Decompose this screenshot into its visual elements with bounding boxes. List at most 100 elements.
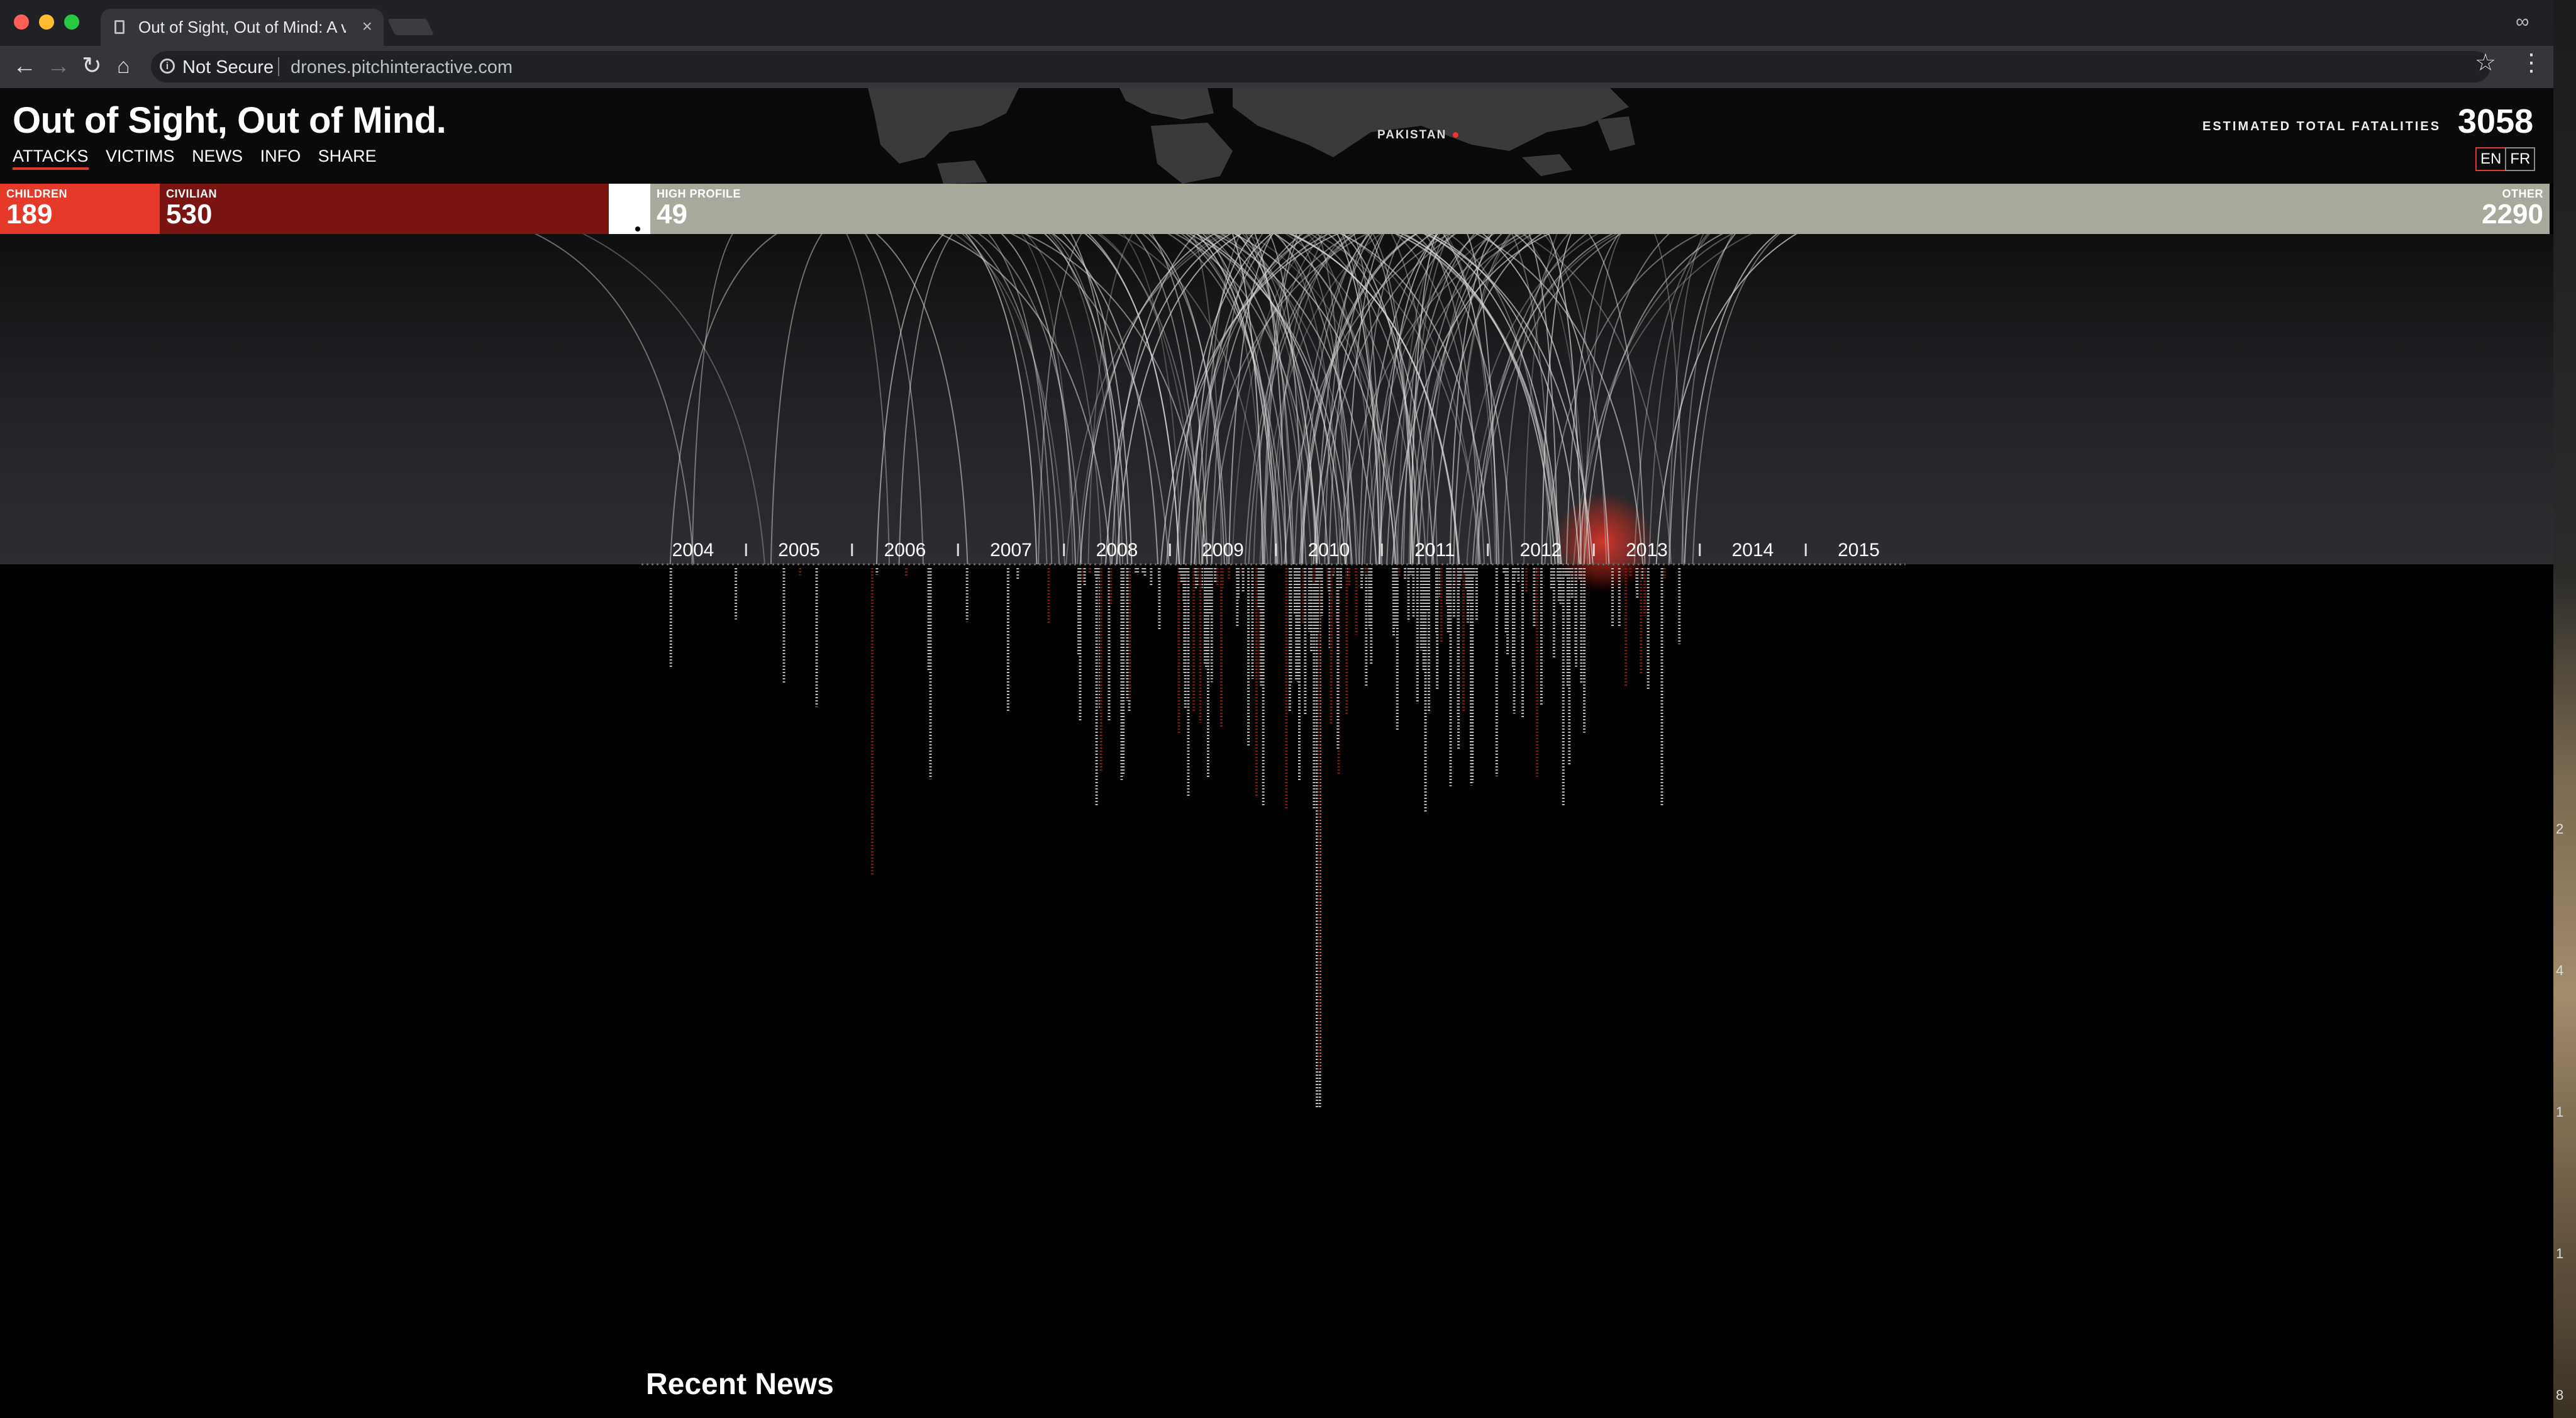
category-divider	[609, 184, 650, 234]
attack-arc	[1523, 234, 1589, 565]
close-window-button[interactable]	[14, 14, 29, 30]
attack-arc	[1294, 234, 1352, 565]
attack-arc	[1541, 234, 1572, 565]
maximize-window-button[interactable]	[64, 14, 79, 30]
attack-arc	[1408, 234, 1451, 565]
year-label[interactable]: 2005	[778, 540, 820, 561]
attack-arc	[1097, 234, 1204, 565]
nav-news[interactable]: NEWS	[192, 147, 243, 165]
attack-arc	[1456, 234, 1599, 565]
language-fr-button[interactable]: FR	[2505, 147, 2536, 171]
attack-arc	[1025, 234, 1102, 565]
attack-arc	[1453, 234, 1511, 565]
year-label[interactable]: 2015	[1838, 540, 1880, 561]
year-label[interactable]: 2010	[1308, 540, 1350, 561]
category-civilian[interactable]: CIVILIAN 530	[160, 184, 609, 234]
new-tab-button[interactable]	[387, 19, 435, 35]
attack-arc	[1241, 234, 1317, 565]
attack-arc	[875, 234, 945, 565]
year-label[interactable]: 2013	[1626, 540, 1668, 561]
bookmark-star-icon[interactable]: ☆	[2475, 50, 2497, 76]
attack-arc	[1588, 234, 1646, 565]
attack-arc	[1412, 234, 1519, 565]
attack-arc	[1221, 234, 1317, 565]
attack-arc	[1369, 234, 1455, 565]
attack-arc	[1328, 234, 1383, 565]
attack-arc	[1426, 234, 1562, 565]
nav-share[interactable]: SHARE	[318, 147, 377, 165]
nav-victims[interactable]: VICTIMS	[106, 147, 175, 165]
attack-arc	[1044, 234, 1128, 565]
language-en-button[interactable]: EN	[2475, 147, 2507, 171]
attack-arc	[1099, 234, 1197, 565]
reload-icon[interactable]: ↻	[82, 53, 102, 79]
year-label[interactable]: 2007	[990, 540, 1032, 561]
attack-arc	[1410, 234, 1494, 565]
attack-arc	[1202, 234, 1241, 565]
page-title[interactable]: Out of Sight, Out of Mind.	[13, 100, 447, 141]
attack-arc	[1274, 234, 1357, 565]
attack-arc	[1414, 234, 1513, 565]
back-arrow-icon[interactable]: ←	[13, 53, 36, 79]
fatality-columns	[669, 568, 1681, 1108]
attack-arc	[1183, 234, 1310, 565]
attack-arc	[1386, 234, 1479, 565]
year-labels: 2004 2005 2006 2007 2008 2009 2010 2011 …	[672, 540, 1880, 561]
forward-arrow-icon[interactable]: →	[47, 53, 70, 79]
attack-arc	[1668, 234, 1736, 565]
attack-arc	[1543, 234, 1607, 565]
attack-arc	[1175, 234, 1272, 565]
category-high-profile[interactable]: HIGH PROFILE 49	[650, 184, 1657, 234]
url-text[interactable]: drones.pitchinteractive.com	[291, 57, 513, 77]
attack-arc	[846, 234, 891, 565]
year-label[interactable]: 2011	[1414, 540, 1455, 561]
info-icon[interactable]: i	[160, 59, 175, 74]
category-label: CIVILIAN	[166, 187, 218, 200]
category-children[interactable]: CHILDREN 189	[0, 184, 160, 234]
attack-arc	[977, 234, 1082, 565]
tab-title: Out of Sight, Out of Mind: A vi	[138, 18, 346, 36]
nav-info[interactable]: INFO	[260, 147, 301, 165]
desktop-background-strip: 2 4 1 1 8	[2553, 0, 2576, 1418]
attack-arc	[1299, 234, 1417, 565]
victim-category-bar: CHILDREN 189 CIVILIAN 530 HIGH PROFILE 4…	[0, 184, 2550, 234]
close-tab-icon[interactable]: ×	[362, 16, 372, 36]
browser-tab[interactable]: Out of Sight, Out of Mind: A vi ×	[101, 9, 384, 46]
attack-arc	[1548, 234, 1582, 565]
timeline-background	[0, 234, 2553, 564]
category-label: HIGH PROFILE	[657, 187, 741, 200]
attack-arc	[898, 234, 953, 565]
attack-arc	[1377, 234, 1528, 565]
attack-arc	[1249, 234, 1292, 565]
year-label[interactable]: 2004	[672, 540, 714, 561]
attack-arc	[1197, 234, 1313, 565]
attack-arc	[1244, 234, 1356, 565]
highlight-glow	[1553, 492, 1654, 593]
attack-arc	[1231, 234, 1263, 565]
attack-arc	[1514, 234, 1610, 565]
attack-arc	[1310, 234, 1427, 565]
attack-arc	[1194, 234, 1346, 565]
attack-arc	[1148, 234, 1225, 565]
minimize-window-button[interactable]	[39, 14, 54, 30]
attack-arc	[1394, 234, 1560, 565]
attack-arc	[1052, 234, 1159, 565]
attack-arc	[1523, 234, 1558, 565]
security-label[interactable]: Not Secure	[182, 57, 274, 77]
year-label[interactable]: 2008	[1096, 540, 1138, 561]
year-label[interactable]: 2009	[1202, 540, 1244, 561]
nav-attacks[interactable]: ATTACKS	[13, 147, 89, 170]
category-value: 49	[657, 199, 687, 230]
attack-arc	[1336, 234, 1380, 565]
year-label[interactable]: 2012	[1520, 540, 1562, 561]
category-other[interactable]: OTHER 2290	[1657, 184, 2550, 234]
menu-icon[interactable]: ⋮	[2519, 50, 2543, 76]
attack-arc	[1391, 234, 1550, 565]
year-label[interactable]: 2006	[884, 540, 926, 561]
year-label[interactable]: 2014	[1732, 540, 1774, 561]
address-bar[interactable]: i Not Secure drones.pitchinteractive.com	[151, 51, 2490, 82]
attack-arc	[1324, 234, 1368, 565]
slider-handle[interactable]	[635, 226, 640, 232]
home-icon[interactable]: ⌂	[117, 54, 130, 78]
attack-arc	[1316, 234, 1457, 565]
